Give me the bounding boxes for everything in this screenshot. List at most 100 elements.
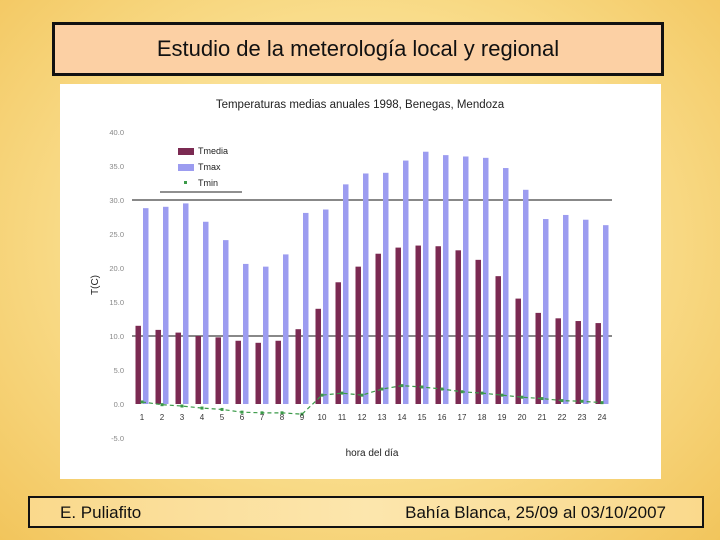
- x-tick-label: 20: [518, 413, 527, 422]
- point-tmin: [520, 395, 524, 399]
- bar-tmax: [263, 266, 269, 404]
- bar-tmedia: [355, 266, 361, 404]
- bar-tmax: [223, 240, 229, 404]
- line-tmin: [141, 385, 603, 415]
- y-tick-label: 5.0: [114, 366, 124, 375]
- bar-tmax: [163, 206, 169, 404]
- point-tmin: [440, 387, 444, 391]
- bar-tmax: [483, 157, 489, 404]
- point-tmin: [140, 400, 144, 404]
- bar-tmedia: [135, 325, 141, 404]
- bar-tmedia: [235, 340, 241, 404]
- x-tick-label: 8: [280, 413, 285, 422]
- x-tick-label: 3: [180, 413, 185, 422]
- legend-swatch-tmedia: [178, 148, 194, 155]
- footer-event: Bahía Blanca, 25/09 al 03/10/2007: [405, 503, 666, 522]
- chart-panel: Temperaturas medias anuales 1998, Benega…: [60, 84, 661, 479]
- bar-tmedia: [315, 308, 321, 404]
- point-tmin: [340, 391, 344, 395]
- point-tmin: [480, 391, 484, 395]
- x-tick-label: 4: [200, 413, 205, 422]
- x-tick-label: 17: [458, 413, 467, 422]
- slide-title: Estudio de la meterología local y region…: [52, 22, 664, 76]
- bar-tmax: [523, 189, 529, 404]
- point-tmin: [380, 387, 384, 391]
- x-axis-label: hora del día: [346, 448, 399, 459]
- bar-tmedia: [255, 342, 261, 404]
- bar-tmax: [183, 203, 189, 404]
- bar-tmedia: [435, 246, 441, 404]
- temperature-chart: Temperaturas medias anuales 1998, Benega…: [90, 99, 612, 459]
- bar-tmedia: [535, 312, 541, 404]
- bar-tmax: [363, 173, 369, 404]
- point-tmin: [460, 390, 464, 394]
- x-tick-label: 5: [220, 413, 225, 422]
- y-tick-label: 30.0: [109, 196, 124, 205]
- bar-tmedia: [495, 276, 501, 404]
- bar-tmax: [303, 212, 309, 404]
- bar-tmax: [503, 168, 509, 404]
- point-tmin: [260, 411, 264, 415]
- bar-tmedia: [555, 318, 561, 404]
- bar-tmax: [563, 214, 569, 404]
- bar-tmax: [203, 221, 209, 404]
- y-tick-label: 40.0: [109, 128, 124, 137]
- chart-title: Temperaturas medias anuales 1998, Benega…: [216, 99, 505, 111]
- y-tick-label: 35.0: [109, 162, 124, 171]
- bar-tmedia: [335, 282, 341, 404]
- x-tick-label: 2: [160, 413, 165, 422]
- bar-tmedia: [575, 321, 581, 404]
- x-tick-label: 9: [300, 413, 305, 422]
- point-tmin: [540, 397, 544, 401]
- point-tmin: [240, 410, 244, 414]
- x-tick-label: 16: [438, 413, 447, 422]
- bar-tmedia: [295, 329, 301, 404]
- bar-tmedia: [175, 332, 181, 404]
- bar-tmax: [463, 156, 469, 404]
- x-tick-label: 18: [478, 413, 487, 422]
- x-tick-label: 12: [358, 413, 367, 422]
- legend-label: Tmax: [198, 162, 221, 172]
- bar-tmax: [603, 225, 609, 404]
- bar-tmax: [583, 219, 589, 404]
- bar-tmax: [323, 209, 329, 404]
- bar-tmedia: [195, 336, 201, 404]
- bar-tmax: [383, 172, 389, 404]
- x-tick-label: 10: [318, 413, 327, 422]
- bar-tmax: [403, 160, 409, 404]
- footer-author: E. Puliafito: [60, 503, 142, 522]
- point-tmin: [420, 385, 424, 389]
- x-tick-label: 21: [538, 413, 547, 422]
- y-tick-label: 15.0: [109, 298, 124, 307]
- y-tick-label: 25.0: [109, 230, 124, 239]
- point-tmin: [500, 393, 504, 397]
- point-tmin: [320, 393, 324, 397]
- y-tick-label: -5.0: [111, 434, 124, 443]
- x-tick-label: 6: [240, 413, 245, 422]
- y-axis-label: T(C): [90, 275, 101, 295]
- x-tick-label: 15: [418, 413, 427, 422]
- legend-swatch-tmax: [178, 164, 194, 171]
- point-tmin: [180, 404, 184, 408]
- point-tmin: [160, 403, 164, 407]
- bar-tmax: [343, 184, 349, 404]
- x-tick-label: 11: [338, 413, 347, 422]
- bar-tmax: [243, 263, 249, 404]
- point-tmin: [400, 384, 404, 388]
- x-tick-label: 19: [498, 413, 507, 422]
- bar-tmax: [543, 219, 549, 404]
- point-tmin: [300, 412, 304, 416]
- bar-tmedia: [455, 250, 461, 404]
- legend-swatch-tmin: [184, 181, 187, 184]
- bar-tmax: [283, 254, 289, 404]
- x-tick-label: 22: [558, 413, 567, 422]
- point-tmin: [280, 411, 284, 415]
- x-tick-label: 13: [378, 413, 387, 422]
- bar-tmedia: [415, 245, 421, 404]
- y-tick-label: 10.0: [109, 332, 124, 341]
- bar-tmedia: [595, 323, 601, 404]
- bar-tmedia: [515, 298, 521, 404]
- point-tmin: [560, 399, 564, 403]
- bar-tmedia: [475, 259, 481, 404]
- point-tmin: [580, 399, 584, 403]
